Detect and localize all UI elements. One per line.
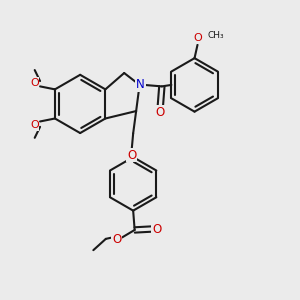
- Text: O: O: [30, 120, 39, 130]
- Text: O: O: [127, 148, 136, 162]
- Text: O: O: [156, 106, 165, 119]
- Text: O: O: [194, 33, 202, 43]
- Text: CH₃: CH₃: [207, 31, 224, 40]
- Text: O: O: [112, 233, 121, 246]
- Text: O: O: [152, 223, 161, 236]
- Text: O: O: [30, 78, 39, 88]
- Text: N: N: [136, 78, 145, 91]
